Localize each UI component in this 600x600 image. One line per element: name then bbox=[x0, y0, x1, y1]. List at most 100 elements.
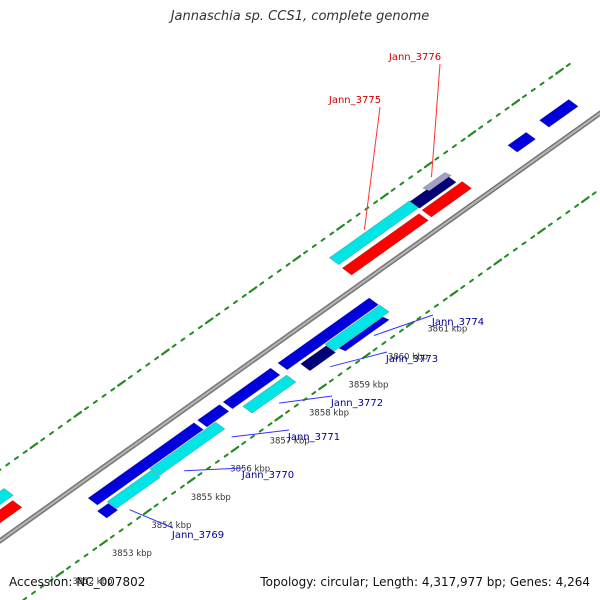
outer-tick bbox=[311, 243, 317, 248]
inner-tick bbox=[118, 528, 124, 533]
callout-line bbox=[430, 63, 441, 178]
inner-tick bbox=[274, 414, 284, 422]
inner-tick bbox=[66, 565, 71, 570]
inner-tick bbox=[521, 241, 527, 246]
outer-tick bbox=[117, 379, 126, 387]
tick-label: 3859 kbp bbox=[348, 380, 388, 390]
cds-block-reverse bbox=[197, 404, 230, 428]
cds-block-reverse bbox=[87, 422, 204, 506]
tick-label: 3861 kbp bbox=[427, 324, 467, 334]
outer-tick bbox=[224, 306, 230, 311]
outer-tick bbox=[110, 387, 116, 392]
cds-block-reverse bbox=[300, 345, 337, 372]
inner-tick bbox=[186, 476, 196, 484]
gene-label: Jann_3769 bbox=[171, 530, 224, 541]
outer-tick bbox=[268, 275, 273, 280]
tick-label: 3853 kbp bbox=[112, 549, 152, 559]
outer-tick bbox=[548, 75, 554, 80]
outer-tick bbox=[285, 262, 291, 267]
inner-tick bbox=[405, 320, 415, 328]
inner-tick bbox=[55, 570, 65, 578]
inner-tick bbox=[179, 484, 185, 489]
inner-tick bbox=[267, 422, 273, 427]
inner-tick bbox=[486, 266, 492, 271]
inner-tick bbox=[214, 459, 220, 464]
outer-tick bbox=[160, 348, 170, 356]
outer-tick bbox=[478, 125, 484, 130]
callout-line bbox=[279, 395, 333, 404]
inner-tick bbox=[206, 465, 212, 470]
inner-tick bbox=[241, 440, 247, 446]
outer-tick bbox=[511, 98, 521, 106]
inner-tick bbox=[48, 578, 54, 583]
inner-tick bbox=[469, 278, 474, 283]
inner-tick bbox=[390, 334, 396, 339]
outer-tick-dots bbox=[0, 62, 571, 472]
outer-tick bbox=[495, 112, 501, 117]
outer-tick bbox=[180, 337, 186, 342]
inner-tick bbox=[142, 508, 152, 516]
outer-tick bbox=[390, 187, 396, 192]
outer-tick bbox=[204, 317, 214, 325]
callout-line bbox=[373, 314, 434, 336]
cds-block-reverse bbox=[222, 367, 281, 410]
outer-tick bbox=[408, 175, 414, 180]
outer-tick bbox=[22, 449, 28, 454]
outer-tick bbox=[84, 406, 89, 411]
outer-tick bbox=[504, 106, 510, 111]
inner-tick-dots bbox=[22, 191, 597, 600]
inner-tick bbox=[416, 316, 422, 321]
inner-tick bbox=[346, 366, 352, 371]
inner-tick bbox=[99, 539, 108, 547]
outer-tick bbox=[276, 268, 282, 273]
outer-tick bbox=[73, 410, 83, 418]
outer-tick bbox=[539, 81, 545, 86]
inner-tick bbox=[425, 309, 431, 314]
cds-block-forward bbox=[539, 99, 579, 128]
inner-tick bbox=[162, 497, 168, 502]
outer-tick bbox=[40, 437, 46, 442]
inner-tick bbox=[230, 445, 240, 453]
inner-tick bbox=[477, 272, 483, 277]
inner-tick bbox=[442, 297, 448, 302]
map-title: Jannaschia sp. CCS1, complete genome bbox=[170, 9, 430, 24]
outer-tick bbox=[443, 150, 449, 155]
gene-label: Jann_3775 bbox=[328, 95, 381, 106]
outer-tick bbox=[136, 368, 142, 373]
outer-tick bbox=[434, 156, 440, 161]
cds-block-forward bbox=[341, 213, 429, 276]
callout-line bbox=[330, 351, 388, 368]
outer-tick bbox=[145, 362, 151, 367]
outer-tick bbox=[530, 87, 536, 92]
inner-tick bbox=[398, 328, 404, 333]
gene-label: Jann_3770 bbox=[241, 470, 294, 481]
inner-tick bbox=[258, 428, 264, 433]
outer-tick bbox=[467, 130, 477, 138]
outer-tick bbox=[215, 312, 221, 317]
backbone-highlight bbox=[0, 112, 600, 542]
inner-tick bbox=[127, 522, 133, 527]
tick-label: 3852 kbp bbox=[72, 577, 112, 587]
outer-tick bbox=[416, 169, 422, 174]
outer-tick bbox=[66, 418, 72, 423]
inner-tick bbox=[433, 303, 439, 308]
inner-tick bbox=[355, 359, 361, 364]
inner-tick bbox=[449, 289, 459, 297]
callout-line bbox=[363, 106, 381, 230]
inner-tick bbox=[493, 258, 503, 266]
inner-tick bbox=[197, 472, 203, 477]
outer-tick bbox=[197, 325, 203, 330]
inner-tick bbox=[372, 347, 378, 352]
tick-label: 3860 kbp bbox=[388, 352, 428, 362]
inner-tick bbox=[318, 383, 327, 391]
inner-tick bbox=[171, 490, 177, 495]
outer-tick bbox=[29, 442, 39, 450]
outer-tick bbox=[355, 212, 361, 217]
inner-tick bbox=[361, 352, 371, 360]
gene-label: Jann_3774 bbox=[431, 317, 484, 328]
tick-label: 3855 kbp bbox=[191, 493, 231, 503]
backbone-line bbox=[0, 110, 600, 544]
callout-line bbox=[231, 429, 290, 438]
